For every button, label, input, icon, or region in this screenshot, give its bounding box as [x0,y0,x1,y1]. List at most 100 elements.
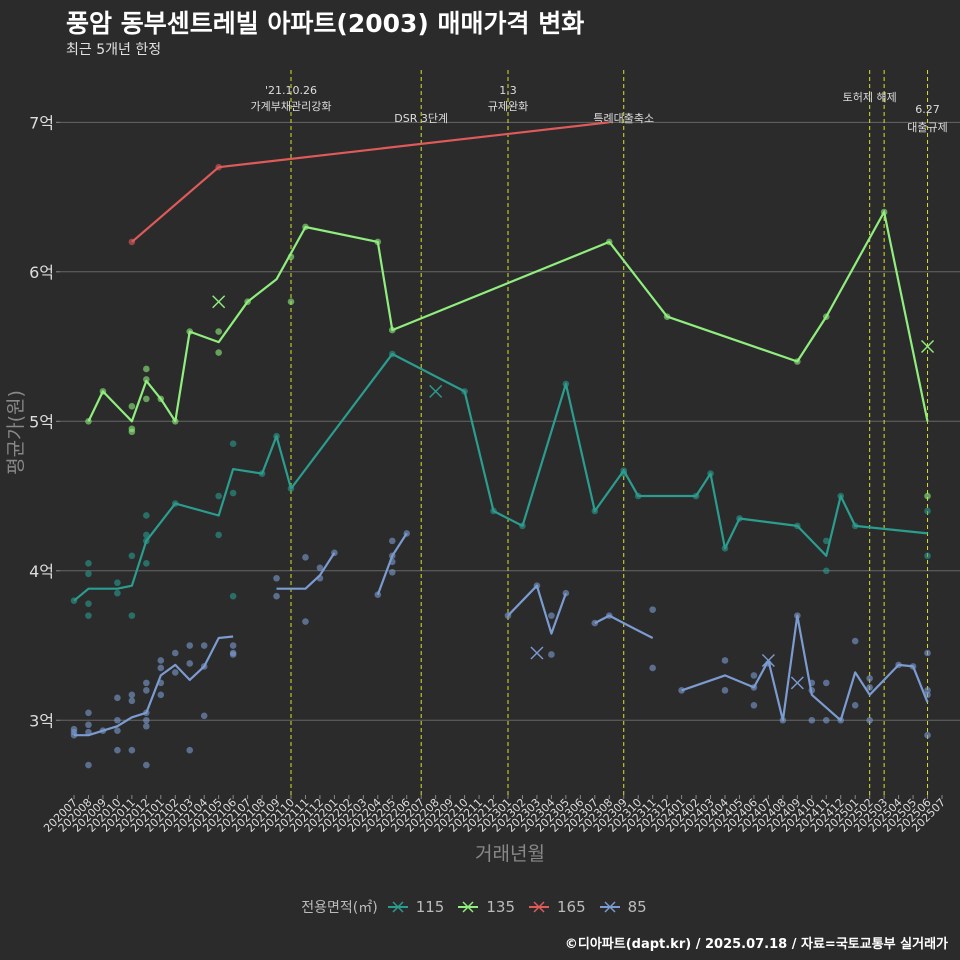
event-label: DSR 3단계 [394,112,448,125]
data-point [924,492,931,500]
legend-item-85: 85 [598,898,647,916]
data-point [85,570,92,578]
series-line [376,532,408,596]
x-marker [790,676,804,690]
data-point [229,592,237,600]
data-point [649,664,656,672]
data-point [229,489,237,497]
data-point [114,589,121,597]
data-point [924,649,931,657]
legend-label-115: 115 [415,898,445,916]
x-marker [921,340,935,354]
source-caption: ©디아파트(dapt.kr) / 2025.07.18 / 자료=국토교통부 실… [564,937,948,952]
x-marker-stroke [429,384,443,398]
data-point [128,428,136,436]
data-point [143,365,150,373]
series-line [276,552,336,590]
data-point [128,403,136,410]
series-line [594,614,654,639]
data-point [866,716,873,724]
chart-title: 풍암 동부센트레빌 아파트(2003) 매매가격 변화 [66,9,585,38]
data-point [229,642,237,649]
data-point [273,574,280,582]
x-axis-label: 거래년월 [475,843,545,865]
series-135 [85,208,935,500]
event-label: 대출규제 [907,121,947,134]
data-point [143,687,150,694]
data-point [721,687,729,694]
data-point [114,579,121,587]
data-point [388,537,396,545]
chart-subtitle: 최근 5개년 한정 [66,42,162,58]
data-point [114,694,121,702]
data-point [128,746,136,754]
data-point [186,660,194,667]
y-tick-label: 4억 [29,562,54,581]
data-point [287,298,295,306]
data-point [157,664,165,672]
data-point [924,552,931,560]
data-point [215,492,222,500]
data-point [822,679,830,687]
series-line [681,614,929,722]
series-line [507,584,567,635]
legend-item-115: 115 [386,898,445,916]
data-point [851,702,859,709]
data-point [750,702,758,709]
series-85 [504,582,570,660]
data-point [128,691,136,699]
series-line [131,121,610,243]
y-tick-label: 3억 [29,711,54,730]
x-marker-stroke [790,676,804,690]
data-point [215,349,222,356]
data-point [750,672,758,679]
data-point [302,554,309,561]
data-point [822,567,830,575]
series-165 [128,121,610,246]
legend-key-115 [387,901,408,913]
series-line [74,635,234,737]
data-point [273,592,280,600]
legend-title: 전용면적(㎡) [301,900,378,916]
x-marker [761,653,775,667]
data-point [822,716,830,724]
data-point [316,564,324,572]
data-point [143,761,150,769]
y-tick-label: 7억 [29,113,54,132]
data-point [186,642,194,649]
data-point [649,606,656,613]
data-point [157,657,165,664]
data-point [229,440,237,448]
series-85 [273,549,338,625]
data-point [85,559,92,567]
legend-item-165: 165 [527,898,586,916]
series-115 [70,350,931,619]
data-point [215,531,222,539]
series-line [87,210,929,423]
data-point [143,716,150,724]
x-marker [212,295,226,309]
data-point [85,721,92,729]
y-tick-label: 6억 [29,263,54,282]
x-marker-stroke [761,653,775,667]
legend-key-85 [599,901,620,913]
data-point [851,637,859,645]
data-point [143,376,150,383]
event-label: '21.10.26 [265,84,317,97]
event-label: 가계부채관리강화 [251,100,332,113]
data-point [128,552,136,560]
data-point [143,679,150,687]
legend-label-85: 85 [627,898,647,916]
data-point [186,746,194,754]
x-marker-stroke [921,340,935,354]
data-point [866,675,873,682]
data-point [85,612,92,619]
data-point [721,657,729,664]
data-point [143,531,150,539]
data-point [924,507,931,515]
x-marker [530,646,544,660]
data-point [85,709,92,717]
legend-key-135 [458,901,479,913]
series-85 [591,606,656,672]
data-point [171,649,179,657]
